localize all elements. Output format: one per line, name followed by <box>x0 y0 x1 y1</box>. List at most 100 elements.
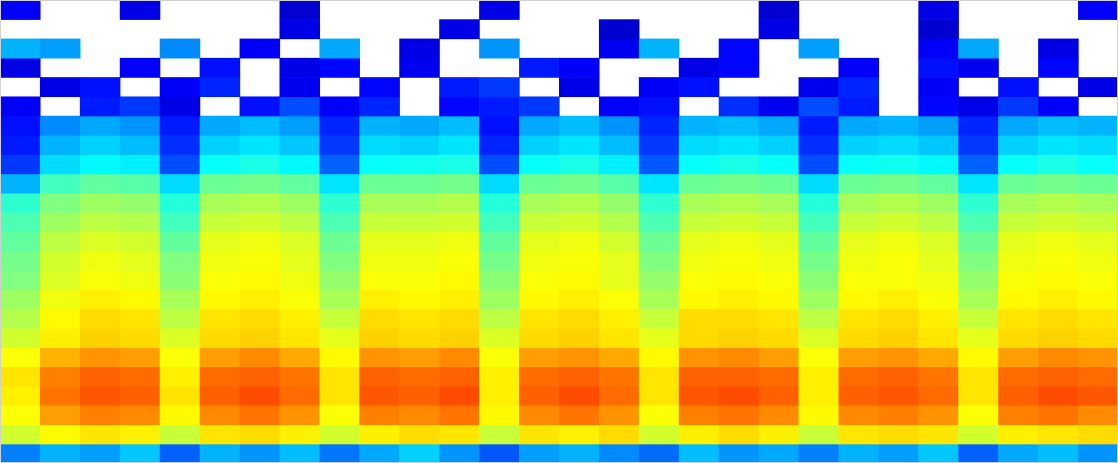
heatmap-cell <box>200 212 241 232</box>
heatmap-cell <box>958 367 999 387</box>
heatmap-cell <box>759 367 800 387</box>
heatmap-cell <box>878 135 919 155</box>
heatmap-cell <box>319 96 360 116</box>
heatmap-cell <box>200 289 241 309</box>
heatmap-cell <box>1038 289 1079 309</box>
heatmap-cell <box>918 193 959 213</box>
heatmap-cell <box>839 424 880 444</box>
heatmap-cell <box>40 444 81 463</box>
heatmap-cell <box>639 405 680 425</box>
heatmap-cell <box>639 193 680 213</box>
heatmap-cell <box>559 135 600 155</box>
heatmap-cell <box>319 367 360 387</box>
heatmap-cell <box>759 212 800 232</box>
heatmap-cell <box>679 328 720 348</box>
heatmap-cell <box>80 309 121 329</box>
heatmap-cell <box>839 232 880 252</box>
heatmap-cell <box>639 135 680 155</box>
heatmap-cell <box>519 405 560 425</box>
heatmap-cell <box>200 328 241 348</box>
heatmap-cell <box>0 405 41 425</box>
heatmap-cell <box>958 251 999 271</box>
heatmap-cell <box>839 212 880 232</box>
heatmap-cell <box>759 19 800 39</box>
heatmap-cell <box>679 193 720 213</box>
heatmap-cell <box>399 270 440 290</box>
heatmap-cell <box>998 154 1039 174</box>
heatmap-cell <box>719 232 760 252</box>
heatmap-cell <box>80 347 121 367</box>
heatmap-cell <box>359 309 400 329</box>
heatmap-cell <box>679 309 720 329</box>
heatmap-cell <box>918 212 959 232</box>
heatmap-cell <box>878 347 919 367</box>
heatmap-cell <box>359 328 400 348</box>
heatmap-cell <box>958 135 999 155</box>
heatmap-cell <box>319 328 360 348</box>
heatmap-cell <box>1078 270 1118 290</box>
heatmap-cell <box>160 251 201 271</box>
heatmap-cell <box>319 116 360 136</box>
heatmap-cell <box>120 135 161 155</box>
heatmap-cell <box>759 135 800 155</box>
heatmap-cell <box>1038 251 1079 271</box>
heatmap-cell <box>479 154 520 174</box>
heatmap-cell <box>479 444 520 463</box>
heatmap-cell <box>998 405 1039 425</box>
heatmap-cell <box>40 154 81 174</box>
heatmap-cell <box>200 193 241 213</box>
heatmap-cell <box>280 444 321 463</box>
heatmap-cell <box>160 424 201 444</box>
heatmap-cell <box>1038 386 1079 406</box>
heatmap-cell <box>679 154 720 174</box>
heatmap-cell <box>280 251 321 271</box>
heatmap-cell <box>599 116 640 136</box>
heatmap-cell <box>80 193 121 213</box>
heatmap-cell <box>120 154 161 174</box>
heatmap-cell <box>559 116 600 136</box>
heatmap-cell <box>878 174 919 194</box>
heatmap-cell <box>719 193 760 213</box>
heatmap-cell <box>319 193 360 213</box>
heatmap-cell <box>1078 328 1118 348</box>
heatmap-cell <box>200 58 241 78</box>
heatmap-cell <box>1038 232 1079 252</box>
heatmap-cell <box>0 270 41 290</box>
heatmap-cell <box>40 232 81 252</box>
heatmap-cell <box>918 347 959 367</box>
heatmap-cell <box>839 77 880 97</box>
heatmap-cell <box>319 405 360 425</box>
heatmap-cell <box>359 174 400 194</box>
heatmap-cell <box>439 193 480 213</box>
heatmap-cell <box>0 116 41 136</box>
heatmap-cell <box>799 347 840 367</box>
heatmap-cell <box>160 193 201 213</box>
heatmap-cell <box>399 424 440 444</box>
heatmap-cell <box>479 193 520 213</box>
heatmap-cell <box>399 367 440 387</box>
heatmap-cell <box>679 367 720 387</box>
heatmap-cell <box>319 386 360 406</box>
heatmap-cell <box>200 251 241 271</box>
heatmap-cell <box>559 328 600 348</box>
heatmap-cell <box>918 0 959 20</box>
heatmap-cell <box>519 386 560 406</box>
heatmap-cell <box>240 251 281 271</box>
heatmap-cell <box>679 347 720 367</box>
heatmap-cell <box>160 39 201 59</box>
heatmap-cell <box>439 96 480 116</box>
heatmap-cell <box>240 39 281 59</box>
heatmap-cell <box>399 328 440 348</box>
heatmap-cell <box>799 444 840 463</box>
heatmap-cell <box>399 174 440 194</box>
heatmap-cell <box>160 116 201 136</box>
heatmap-cell <box>120 251 161 271</box>
heatmap-cell <box>799 77 840 97</box>
heatmap-cell <box>559 251 600 271</box>
heatmap-cell <box>359 347 400 367</box>
heatmap-cell <box>240 424 281 444</box>
heatmap-cell <box>839 367 880 387</box>
heatmap-cell <box>958 232 999 252</box>
heatmap-cell <box>679 58 720 78</box>
heatmap-cell <box>679 174 720 194</box>
